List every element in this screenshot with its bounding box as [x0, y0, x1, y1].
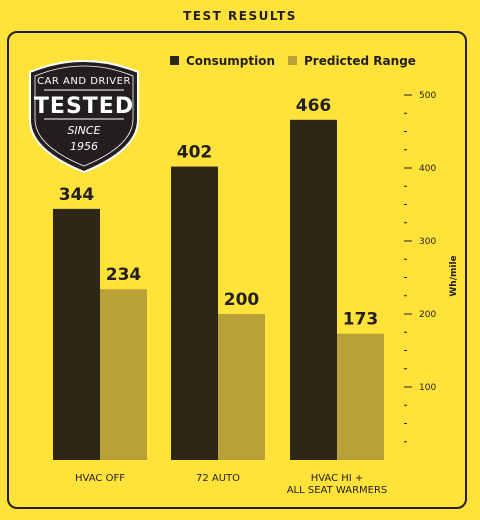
chart-frame	[7, 31, 467, 509]
data-label-predicted-range-0: 234	[106, 265, 142, 285]
badge-line4: 1956	[70, 140, 98, 153]
x-tick-label-1: 72 AUTO	[196, 473, 240, 484]
legend-swatch-0	[170, 56, 179, 65]
y-tick-label: 100	[419, 383, 436, 393]
y-tick-label: 500	[419, 91, 436, 101]
data-label-predicted-range-1: 200	[224, 290, 260, 310]
bar-predicted-range-0	[100, 289, 147, 460]
bar-consumption-2	[290, 119, 337, 460]
legend-label-1: Predicted Range	[304, 54, 416, 68]
badge-line2: TESTED	[34, 94, 134, 119]
x-tick-label-2: HVAC HI + ALL SEAT WARMERS	[287, 473, 388, 496]
bar-predicted-range-2	[337, 333, 384, 460]
bar-consumption-0	[53, 208, 100, 460]
legend-label-0: Consumption	[186, 54, 275, 68]
bar-consumption-1	[171, 166, 218, 461]
y-axis-label: Wh/mile	[449, 255, 459, 296]
page-title: TEST RESULTS	[183, 9, 297, 23]
data-label-consumption-1: 402	[177, 143, 213, 163]
y-tick-label: 200	[419, 310, 436, 320]
car-and-driver-tested-badge: CAR AND DRIVER TESTED SINCE 1956	[29, 60, 139, 174]
data-label-predicted-range-2: 173	[343, 310, 379, 330]
badge-shield-shape	[29, 60, 139, 174]
legend-swatch-1	[288, 56, 297, 65]
bar-predicted-range-1	[218, 314, 265, 460]
data-label-consumption-2: 466	[296, 96, 332, 116]
x-tick-label-0: HVAC OFF	[75, 473, 125, 484]
data-label-consumption-0: 344	[59, 185, 95, 205]
y-tick-label: 400	[419, 164, 436, 174]
badge-line3: SINCE	[67, 124, 100, 137]
badge-line1: CAR AND DRIVER	[37, 76, 131, 87]
y-tick-label: 300	[419, 237, 436, 247]
